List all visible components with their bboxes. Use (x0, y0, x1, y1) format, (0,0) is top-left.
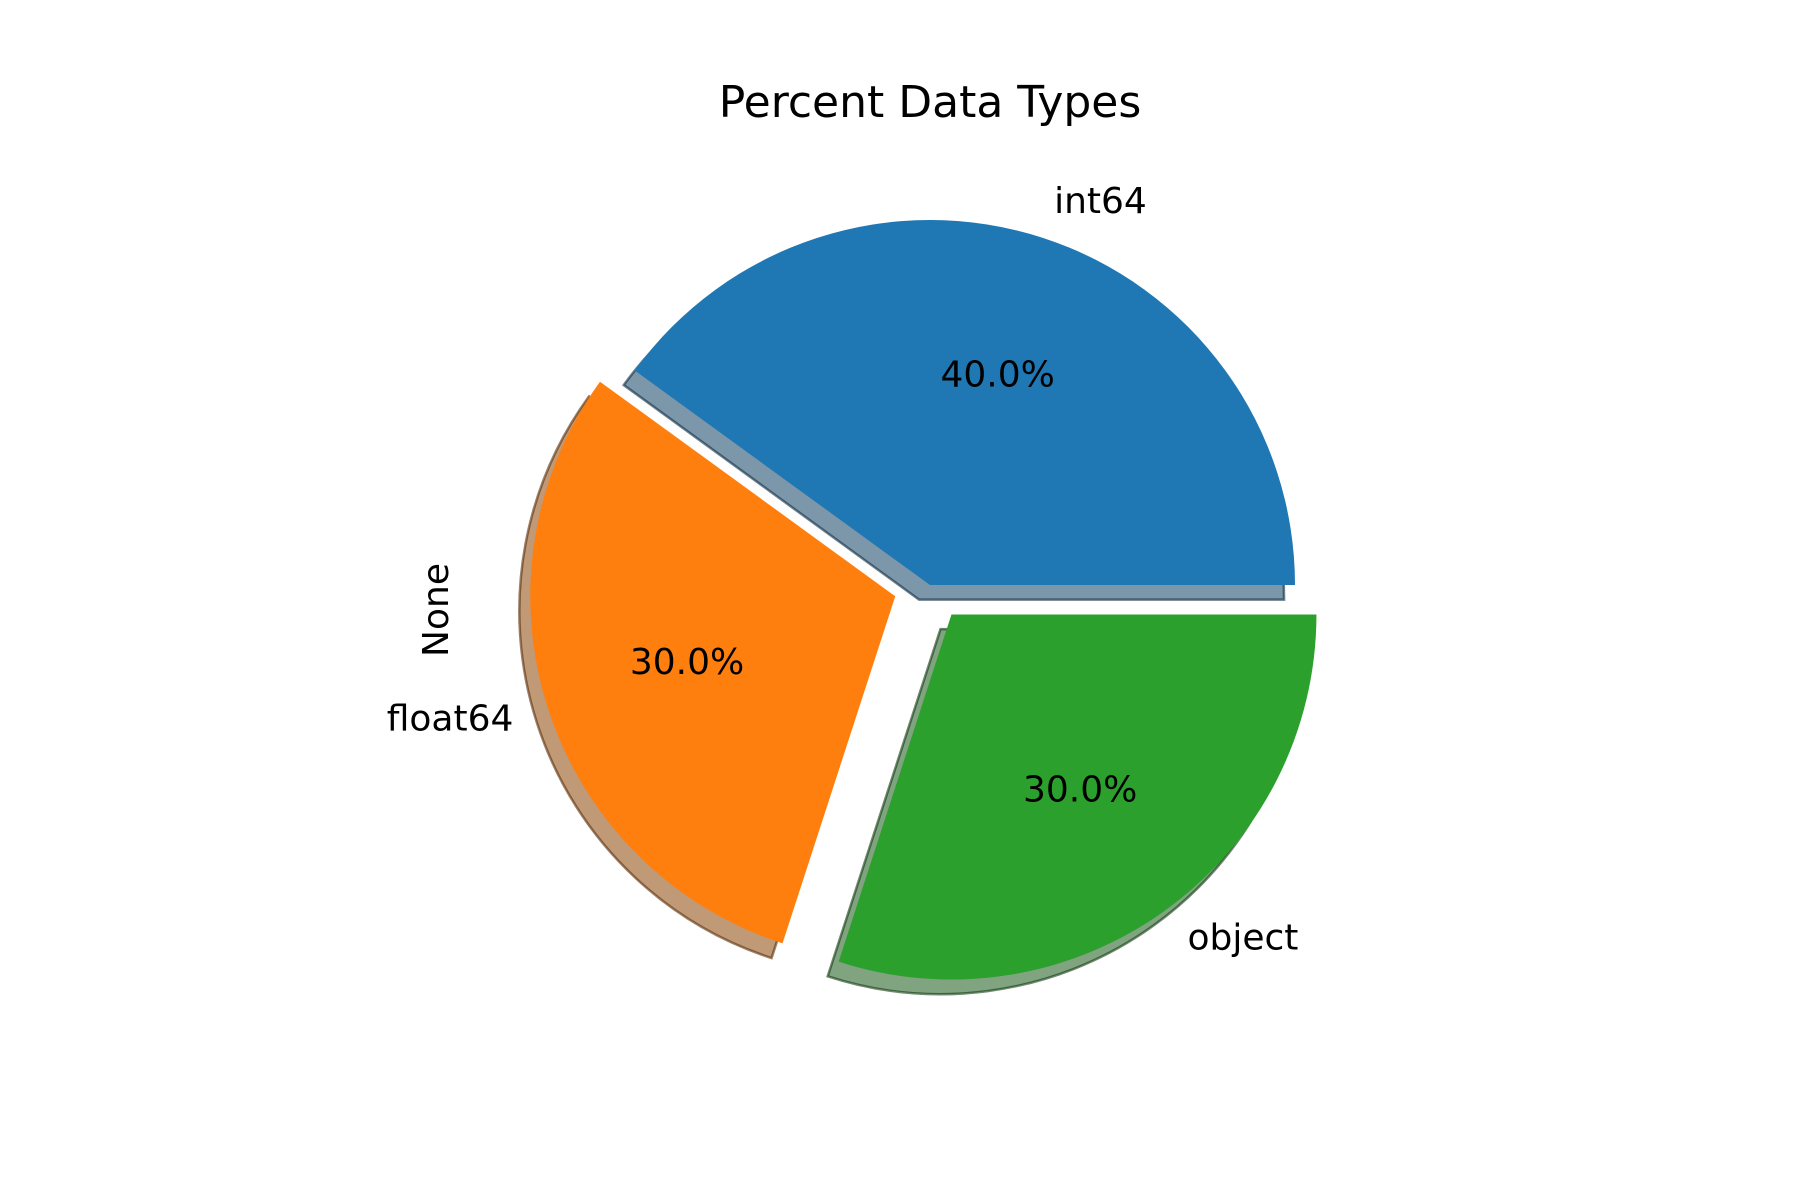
wedge-float64 (530, 381, 896, 944)
pie-wedges (530, 220, 1317, 980)
wedge-object (838, 614, 1317, 980)
wedge-int64 (634, 220, 1295, 586)
chart-title: Percent Data Types (719, 77, 1142, 128)
pct-label-object: 30.0% (1023, 770, 1137, 811)
category-label-int64: int64 (1054, 181, 1147, 222)
category-label-object: object (1187, 917, 1298, 958)
pct-label-float64: 30.0% (630, 642, 744, 683)
pie-labels: int64 40.0% float64 30.0% object 30.0% (387, 181, 1299, 958)
category-label-float64: float64 (387, 698, 514, 739)
y-axis-label: None (416, 563, 457, 657)
pct-label-int64: 40.0% (940, 355, 1054, 396)
